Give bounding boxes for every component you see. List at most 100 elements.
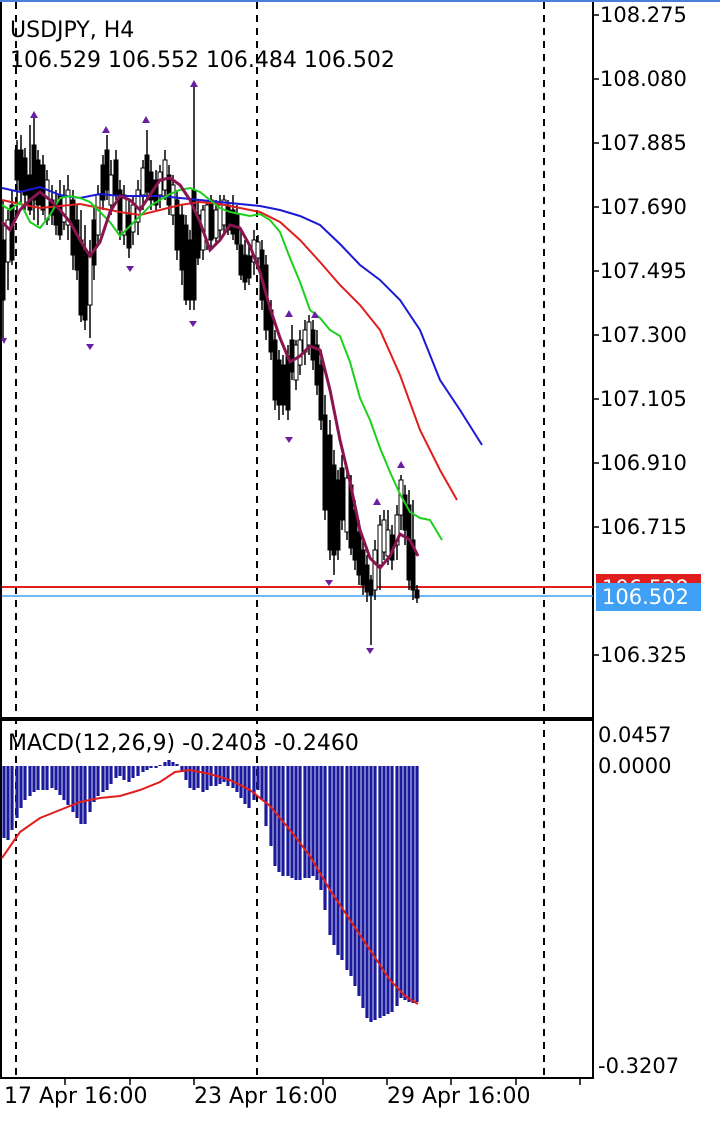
candle-body	[179, 214, 185, 271]
macd-histogram-bar	[145, 766, 149, 770]
candle-body	[410, 539, 416, 591]
candle-body	[234, 214, 240, 245]
candle-body	[356, 531, 362, 576]
candle-body	[170, 184, 176, 216]
macd-indicator-label: MACD(12,26,9) -0.2403 -0.2460	[8, 731, 359, 756]
macd-histogram-bar	[158, 765, 162, 766]
candle-body	[322, 414, 328, 511]
macd-histogram-bar	[386, 766, 390, 1014]
candle-body	[414, 589, 420, 599]
macd-histogram-bar	[175, 764, 179, 766]
macd-histogram-bar	[205, 766, 209, 790]
macd-histogram-bar	[192, 766, 196, 790]
macd-histogram-bar	[315, 766, 319, 880]
ohlc-readout: 106.529 106.552 106.484 106.502	[10, 48, 395, 73]
macd-histogram-bar	[260, 766, 264, 800]
chart-symbol-timeframe: USDJPY, H4	[10, 18, 135, 43]
candle-body	[35, 159, 41, 206]
candle-body	[335, 479, 341, 551]
macd-histogram-bar	[136, 766, 140, 776]
macd-axis-top: 0.0457	[598, 723, 672, 747]
macd-histogram-bar	[328, 766, 332, 935]
macd-histogram-bar	[180, 766, 184, 772]
candle-body	[104, 149, 110, 191]
macd-histogram-bar	[131, 766, 135, 778]
macd-histogram-bar	[264, 766, 268, 826]
candlesticks	[0, 85, 420, 645]
period-separators	[15, 2, 545, 1078]
candle-body	[368, 579, 374, 596]
macd-histogram-bar	[252, 766, 256, 800]
macd-histogram-bar	[209, 766, 213, 786]
macd-histogram-bar	[411, 766, 415, 1003]
macd-histogram-bar	[407, 766, 411, 1002]
candle-body	[95, 194, 101, 236]
time-label: 17 Apr 16:00	[4, 1084, 148, 1109]
candle-body	[242, 254, 248, 283]
macd-histogram-bar	[141, 766, 145, 772]
macd-histogram-bar	[307, 766, 311, 878]
candle-body	[310, 329, 316, 361]
macd-histogram-bar	[154, 766, 158, 768]
macd-histogram-bar	[332, 766, 336, 945]
candle-body	[9, 204, 15, 261]
candle-body	[91, 219, 97, 266]
price-label: 107.105	[600, 387, 687, 411]
candle-body	[238, 244, 244, 276]
candle-body	[255, 241, 261, 259]
fractal-markers	[1, 80, 405, 654]
macd-histogram-bar	[382, 766, 386, 1016]
macd-histogram-bar	[378, 766, 382, 1018]
candle-body	[364, 564, 370, 593]
macd-panel-frame	[0, 719, 594, 1079]
candle-body	[331, 464, 337, 556]
macd-histogram-bar	[256, 766, 260, 790]
candle-body	[276, 359, 282, 406]
macd-histogram-bar	[54, 766, 58, 790]
macd-axis-zero: 0.0000	[598, 754, 672, 778]
macd-histogram-bar	[58, 766, 62, 795]
macd-histogram-bar	[163, 762, 167, 766]
macd-histogram-bar	[395, 766, 399, 1006]
price-label: 107.885	[600, 131, 687, 155]
candle-body	[246, 255, 252, 279]
bid-price-tag: 106.502	[596, 583, 701, 611]
macd-histogram-bar	[353, 766, 357, 986]
candle-body	[360, 549, 366, 586]
time-axis-ticks	[64, 1078, 581, 1085]
macd-axis-bottom: -0.3207	[598, 1054, 680, 1078]
macd-histogram-bar	[10, 766, 14, 830]
macd-histogram-bar	[303, 766, 307, 878]
macd-histogram-bar	[109, 766, 113, 784]
macd-histogram-bar	[365, 766, 369, 1018]
macd-histogram-bar	[369, 766, 373, 1022]
macd-histogram-bar	[319, 766, 323, 890]
macd-histogram-bar	[149, 766, 153, 768]
candle-body	[108, 174, 114, 206]
macd-histogram-bar	[32, 766, 36, 792]
ma-green-line	[1, 186, 443, 541]
candle-body	[272, 339, 278, 401]
price-label: 108.080	[600, 67, 687, 91]
macd-histogram-bar	[298, 766, 302, 880]
macd-histogram-bar	[184, 766, 188, 780]
macd-histogram-bar	[88, 766, 92, 812]
macd-histogram-bar	[2, 766, 6, 838]
macd-histogram-bar	[222, 766, 226, 782]
macd-histogram-bar	[118, 766, 122, 776]
price-label: 107.495	[600, 259, 687, 283]
candle-body	[113, 159, 119, 196]
candle-body	[31, 144, 37, 201]
macd-histogram-bar	[323, 766, 327, 910]
macd-histogram-bar	[75, 766, 79, 818]
ma-purple-line	[0, 176, 420, 571]
candle-body	[87, 254, 93, 306]
macd-histogram-bar	[201, 766, 205, 792]
macd-histogram-bar	[196, 766, 200, 788]
price-label: 106.715	[600, 515, 687, 539]
macd-histogram-bar	[66, 766, 70, 805]
candle-body	[377, 524, 383, 566]
macd-histogram-bar	[290, 766, 294, 878]
macd-histogram-bar	[92, 766, 96, 802]
